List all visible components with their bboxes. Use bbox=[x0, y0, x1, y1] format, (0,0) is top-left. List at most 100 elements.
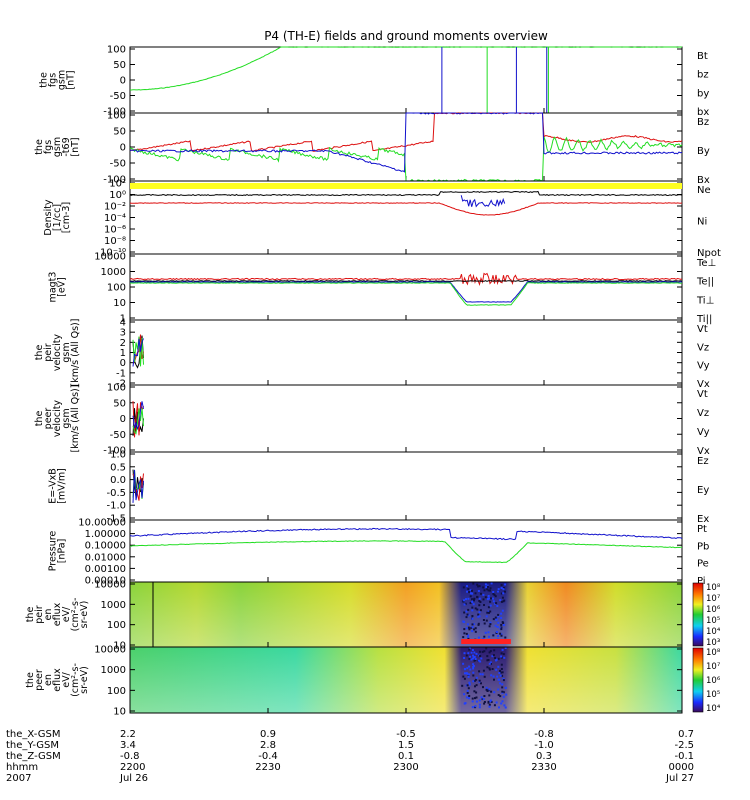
spectrogram-noise bbox=[488, 667, 491, 670]
spectrogram-noise bbox=[490, 701, 493, 703]
spectrogram-noise bbox=[489, 623, 492, 626]
y-tick-label: 10 bbox=[113, 298, 126, 309]
spectrogram-noise bbox=[488, 611, 490, 614]
legend-entry: Ni bbox=[697, 217, 707, 228]
spectrogram-noise bbox=[466, 689, 469, 692]
y-axis-label: the bbox=[25, 672, 36, 688]
spectrogram-noise bbox=[490, 582, 493, 585]
y-tick-label: 0 bbox=[120, 143, 126, 154]
spectrogram-noise bbox=[472, 582, 475, 585]
y-tick-label: 10⁻⁸ bbox=[104, 236, 126, 247]
spectrogram-noise bbox=[472, 657, 474, 660]
spectrogram-noise bbox=[462, 586, 465, 589]
spectrogram-noise bbox=[502, 695, 505, 698]
y-axis-label: en bbox=[43, 609, 54, 621]
spectrogram-noise bbox=[469, 655, 472, 658]
legend-entry: Pi bbox=[697, 576, 706, 587]
y-tick-label: 1.0 bbox=[110, 450, 126, 461]
ephemeris-value: 1.5 bbox=[398, 740, 414, 751]
y-tick-label: 1000 bbox=[101, 600, 126, 611]
legend-entry: Ez bbox=[697, 456, 709, 467]
spectrogram-noise bbox=[478, 679, 481, 682]
spectrogram-noise bbox=[467, 687, 470, 690]
y-tick-label: 10⁻¹⁰ bbox=[100, 248, 126, 259]
spectrogram-noise bbox=[501, 648, 504, 651]
colorbar-tick-label: 10⁷ bbox=[706, 662, 721, 672]
spectrogram-noise bbox=[469, 668, 472, 671]
spectrogram-noise bbox=[497, 657, 500, 660]
spectrogram-noise bbox=[487, 631, 490, 634]
spectrogram-noise bbox=[503, 704, 506, 707]
spectrogram-noise bbox=[471, 630, 474, 633]
spectrogram-noise bbox=[467, 652, 470, 655]
ephemeris-value: -1.0 bbox=[534, 740, 554, 751]
spectrogram-noise bbox=[468, 628, 471, 631]
spectrogram-noise bbox=[487, 659, 490, 661]
series-Bx bbox=[129, 112, 683, 173]
spectrogram-noise bbox=[500, 584, 503, 587]
spectrogram-noise bbox=[466, 684, 469, 687]
y-tick-label: 100 bbox=[107, 686, 126, 697]
spectrogram-noise bbox=[487, 589, 490, 592]
spectrogram-noise bbox=[494, 616, 497, 619]
ephemeris-value: 3.4 bbox=[120, 740, 136, 751]
spectrogram-noise bbox=[469, 602, 472, 604]
spectrogram-noise bbox=[464, 602, 467, 605]
spectrogram-noise bbox=[464, 672, 466, 675]
spectrogram-noise bbox=[500, 671, 502, 674]
spectrogram-noise bbox=[478, 706, 481, 709]
spectrogram-noise bbox=[464, 702, 467, 705]
spectrogram-noise bbox=[470, 626, 473, 629]
y-axis-label: [nT] bbox=[66, 70, 77, 89]
spectrogram-noise bbox=[477, 623, 480, 626]
spectrogram-noise bbox=[474, 685, 476, 688]
spectrogram-noise bbox=[479, 601, 482, 603]
spectrogram-noise bbox=[468, 673, 471, 676]
spectrogram-noise bbox=[475, 676, 478, 679]
spectrogram-noise bbox=[502, 653, 505, 656]
spectrogram-noise bbox=[500, 663, 503, 666]
spectrogram-noise bbox=[497, 694, 500, 696]
spectrogram-noise bbox=[498, 706, 500, 709]
y-axis-label: eflux bbox=[52, 668, 63, 692]
spectrogram-noise bbox=[475, 691, 478, 694]
y-tick-label: 100 bbox=[107, 283, 126, 294]
y-tick-label: 3 bbox=[120, 328, 126, 339]
spectrogram-noise bbox=[495, 631, 498, 633]
spectrogram-noise bbox=[465, 616, 468, 619]
spectrogram-noise bbox=[486, 659, 489, 662]
spectrogram-noise bbox=[482, 669, 485, 672]
spectrogram-noise bbox=[482, 698, 485, 700]
colorbar-tick-label: 10⁷ bbox=[706, 594, 721, 604]
spectrogram-noise bbox=[479, 650, 481, 653]
spectrogram-noise bbox=[489, 700, 492, 703]
y-axis-label: [nPa] bbox=[57, 539, 68, 564]
y-tick-label: -100 bbox=[103, 175, 126, 186]
y-tick-label: 50 bbox=[113, 60, 126, 71]
spectrogram-noise bbox=[468, 647, 471, 650]
y-tick-label: 0.00100 bbox=[85, 564, 126, 575]
spectrogram-noise bbox=[502, 691, 505, 694]
spectrogram-noise bbox=[488, 694, 491, 697]
series-burst bbox=[132, 338, 144, 367]
spectrogram-noise bbox=[500, 634, 503, 637]
spectrogram-noise bbox=[504, 686, 507, 689]
colorbar-tick-label: 10⁸ bbox=[706, 648, 721, 658]
legend-entry: Vt bbox=[697, 389, 708, 400]
series-Ne bbox=[129, 202, 683, 216]
spectrogram-noise bbox=[497, 635, 500, 637]
spectrogram-noise bbox=[461, 684, 464, 687]
spectrogram-noise bbox=[465, 632, 468, 635]
spectrogram-shade bbox=[130, 582, 682, 647]
y-tick-label: 0 bbox=[120, 414, 126, 425]
y-axis-label: -t69 bbox=[61, 137, 72, 156]
legend-entry: Ey bbox=[697, 485, 709, 496]
spectrogram-noise bbox=[477, 590, 480, 592]
spectrogram-noise bbox=[474, 658, 477, 660]
spectrogram-noise bbox=[463, 657, 466, 659]
y-axis-label: magt3 bbox=[48, 272, 59, 303]
ephemeris-value: -2.5 bbox=[674, 740, 694, 751]
spectrogram-noise bbox=[484, 631, 487, 634]
spectrogram-noise bbox=[471, 615, 474, 617]
